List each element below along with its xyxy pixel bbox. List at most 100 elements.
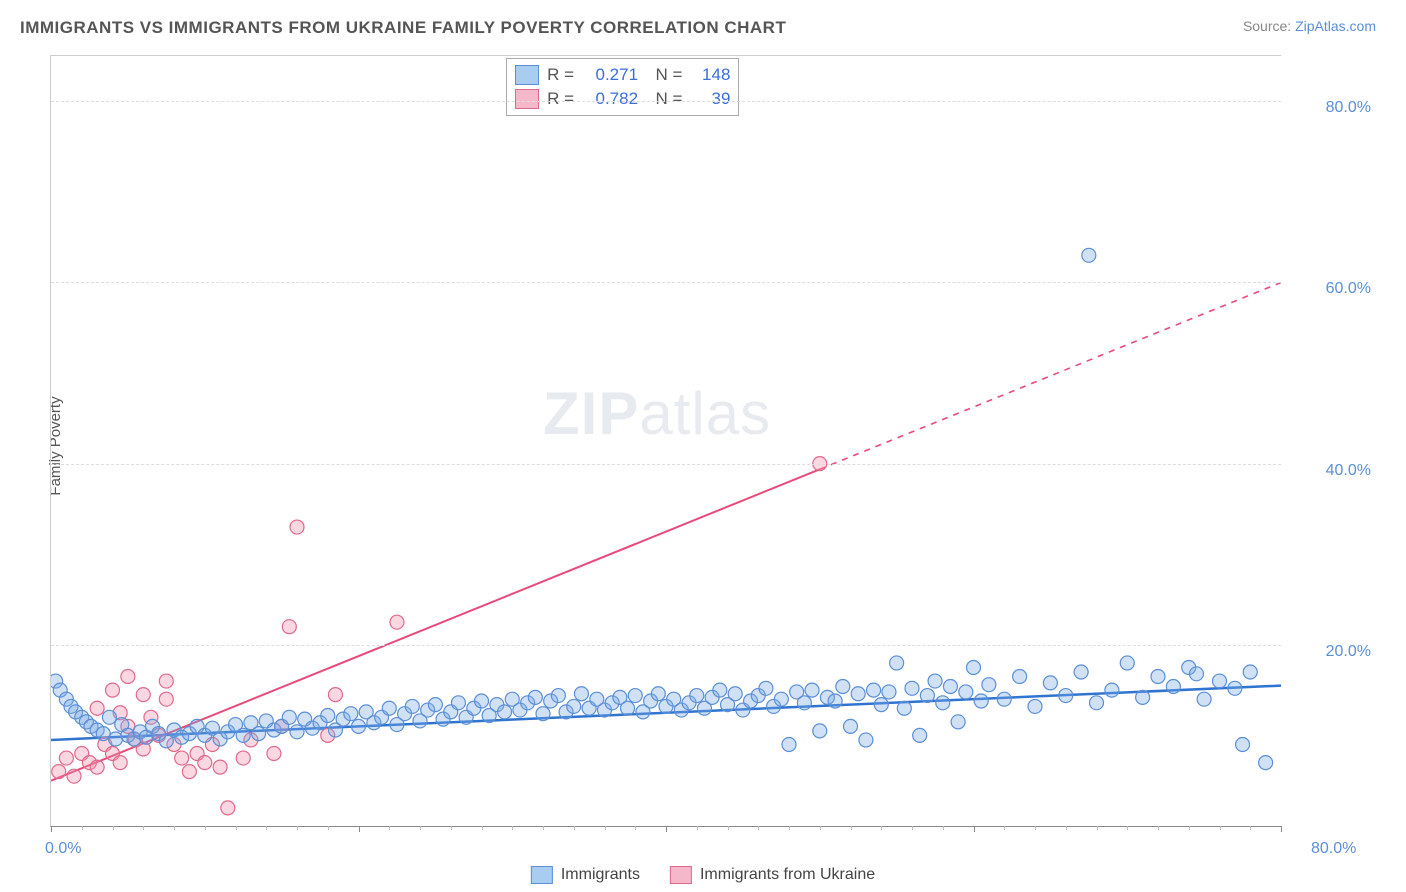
x-tick-major (1281, 826, 1282, 832)
x-tick-minor (82, 826, 83, 830)
data-point (813, 724, 827, 738)
x-tick-minor (143, 826, 144, 830)
data-point (1082, 248, 1096, 262)
x-tick-minor (728, 826, 729, 830)
source-label: Source: (1243, 18, 1291, 34)
x-tick-major (51, 826, 52, 832)
y-tick-label: 80.0% (1311, 99, 1371, 117)
y-tick-label: 40.0% (1311, 462, 1371, 480)
data-point (836, 679, 850, 693)
data-point (1059, 689, 1073, 703)
legend-r-label: R = (547, 65, 574, 85)
data-point (1236, 737, 1250, 751)
data-point (198, 756, 212, 770)
x-tick-major (974, 826, 975, 832)
data-point (1243, 665, 1257, 679)
legend-n-label: N = (646, 89, 682, 109)
x-tick-minor (1189, 826, 1190, 830)
data-point (713, 683, 727, 697)
legend-item: Immigrants from Ukraine (670, 866, 875, 884)
data-point (867, 683, 881, 697)
trend-line-extrapolated (820, 282, 1281, 469)
x-tick-minor (451, 826, 452, 830)
data-point (982, 678, 996, 692)
data-point (1197, 692, 1211, 706)
data-point (905, 681, 919, 695)
data-point (782, 737, 796, 751)
data-point (882, 685, 896, 699)
data-point (528, 690, 542, 704)
data-point (252, 727, 266, 741)
data-point (290, 725, 304, 739)
data-point (774, 692, 788, 706)
data-point (67, 769, 81, 783)
data-point (159, 692, 173, 706)
data-point (959, 685, 973, 699)
data-point (1090, 696, 1104, 710)
x-tick-minor (297, 826, 298, 830)
data-point (828, 694, 842, 708)
data-point (1120, 656, 1134, 670)
data-point (428, 698, 442, 712)
data-point (536, 707, 550, 721)
x-tick-minor (113, 826, 114, 830)
data-point (967, 660, 981, 674)
x-tick-label: 80.0% (1311, 840, 1356, 858)
x-tick-major (666, 826, 667, 832)
correlation-legend: R =0.271 N =148R =0.782 N =39 (506, 58, 739, 116)
data-point (690, 689, 704, 703)
data-point (1151, 670, 1165, 684)
x-tick-minor (851, 826, 852, 830)
x-tick-minor (1004, 826, 1005, 830)
x-tick-minor (1097, 826, 1098, 830)
legend-swatch (515, 89, 539, 109)
data-point (759, 681, 773, 695)
data-point (551, 689, 565, 703)
legend-label: Immigrants from Ukraine (700, 866, 875, 884)
x-tick-minor (266, 826, 267, 830)
y-tick-label: 20.0% (1311, 643, 1371, 661)
data-point (113, 756, 127, 770)
data-point (913, 728, 927, 742)
data-point (90, 701, 104, 715)
data-point (1189, 667, 1203, 681)
data-point (451, 696, 465, 710)
data-point (844, 719, 858, 733)
data-point (890, 656, 904, 670)
data-point (728, 687, 742, 701)
legend-row: R =0.271 N =148 (515, 63, 730, 87)
x-tick-minor (1066, 826, 1067, 830)
x-tick-minor (236, 826, 237, 830)
data-point (974, 694, 988, 708)
gridline (51, 645, 1281, 646)
data-point (943, 679, 957, 693)
gridline (51, 101, 1281, 102)
x-tick-minor (758, 826, 759, 830)
data-point (159, 674, 173, 688)
x-tick-minor (389, 826, 390, 830)
x-tick-minor (881, 826, 882, 830)
legend-r-label: R = (547, 89, 574, 109)
x-tick-minor (943, 826, 944, 830)
legend-row: R =0.782 N =39 (515, 87, 730, 111)
data-point (290, 520, 304, 534)
data-point (574, 687, 588, 701)
data-point (59, 751, 73, 765)
x-tick-minor (912, 826, 913, 830)
legend-n-value: 39 (690, 89, 730, 109)
x-tick-minor (1220, 826, 1221, 830)
x-tick-major (359, 826, 360, 832)
data-point (106, 683, 120, 697)
x-tick-minor (205, 826, 206, 830)
data-point (236, 728, 250, 742)
data-point (221, 801, 235, 815)
data-point (851, 687, 865, 701)
data-point (236, 751, 250, 765)
data-point (121, 670, 135, 684)
legend-n-label: N = (646, 65, 682, 85)
x-tick-minor (697, 826, 698, 830)
x-tick-minor (420, 826, 421, 830)
legend-r-value: 0.271 (582, 65, 638, 85)
data-point (1013, 670, 1027, 684)
data-point (1028, 699, 1042, 713)
